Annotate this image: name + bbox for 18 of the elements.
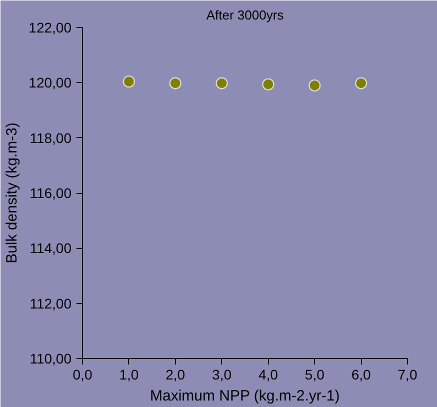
x-tick-label: 7,0 (398, 366, 418, 382)
x-tick-label: 4,0 (258, 366, 278, 382)
chart-title: After 3000yrs (206, 8, 284, 22)
x-tick-label: 5,0 (304, 366, 325, 382)
y-tick-label: 118,00 (30, 130, 72, 146)
x-tick-label: 0,0 (72, 366, 92, 382)
y-tick-label: 110,00 (30, 350, 72, 366)
y-tick-label: 122,00 (28, 20, 72, 36)
y-tick-label: 116,00 (30, 185, 72, 201)
x-tick-label: 1,0 (119, 366, 139, 382)
x-tick-label: 3,0 (212, 366, 232, 382)
y-tick-label: 120,00 (28, 74, 72, 91)
x-tick-label: 6,0 (351, 366, 372, 382)
x-tick-label: 2,0 (166, 366, 186, 382)
y-axis-title: Bulk density (kg.m-3) (4, 122, 21, 264)
y-tick-label: 114,00 (30, 240, 72, 256)
x-axis-title: Maximum NPP (kg.m-2.yr-1) (150, 388, 340, 404)
y-tick-label: 112,00 (30, 295, 72, 312)
